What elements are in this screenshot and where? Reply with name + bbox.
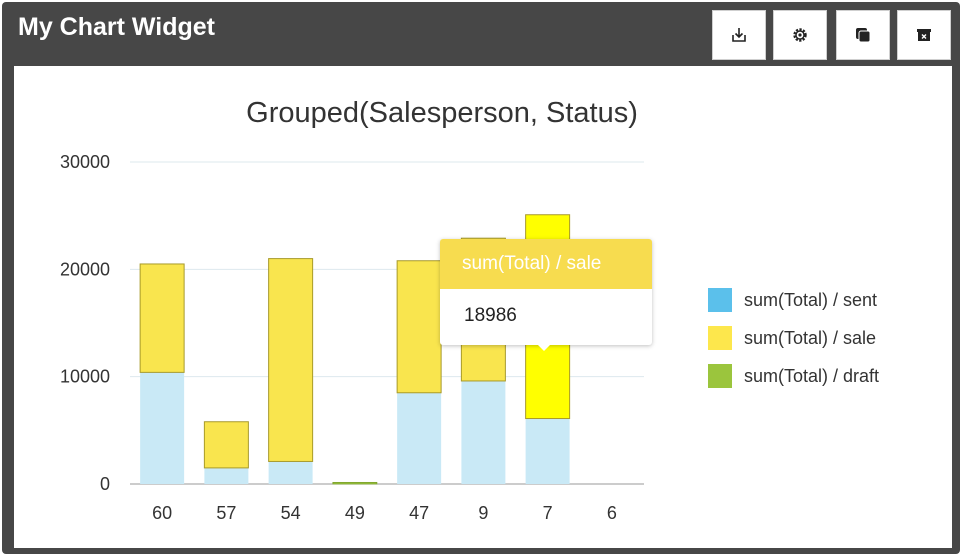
gear-icon: [793, 28, 807, 42]
bar-sent-47[interactable]: [397, 392, 442, 484]
x-tick-label: 47: [409, 503, 429, 523]
delete-button[interactable]: [897, 10, 951, 60]
x-tick-label: 57: [216, 503, 236, 523]
y-tick-label: 30000: [60, 152, 110, 172]
bar-sent-9[interactable]: [461, 380, 506, 484]
legend-swatch-sale: [708, 326, 732, 350]
legend-item-sent[interactable]: sum(Total) / sent: [708, 288, 877, 312]
download-icon: [732, 28, 746, 42]
bar-draft-49[interactable]: [332, 481, 378, 485]
x-tick-label: 6: [607, 503, 617, 523]
legend-swatch-sent: [708, 288, 732, 312]
legend-item-sale[interactable]: sum(Total) / sale: [708, 326, 876, 350]
bar-sent-60[interactable]: [140, 372, 185, 484]
legend-swatch-draft: [708, 364, 732, 388]
chart-title: Grouped(Salesperson, Status): [246, 97, 638, 129]
bar-sale-57[interactable]: [203, 421, 249, 469]
bar-sale-54[interactable]: [268, 258, 314, 462]
legend-item-draft[interactable]: sum(Total) / draft: [708, 364, 879, 388]
legend-label-sent: sum(Total) / sent: [744, 289, 878, 310]
widget-title: My Chart Widget: [18, 13, 215, 41]
bar-sent-57[interactable]: [204, 467, 249, 484]
bar-sale-47[interactable]: [396, 260, 442, 394]
x-tick-label: 54: [281, 503, 301, 523]
tooltip-value: 18986: [464, 305, 517, 326]
duplicate-button[interactable]: [836, 10, 890, 60]
bar-sent-7[interactable]: [525, 418, 570, 484]
x-tick-label: 49: [345, 503, 365, 523]
y-tick-label: 10000: [60, 367, 110, 387]
chart-panel: Grouped(Salesperson, Status) 0 10000 20000…: [14, 66, 952, 548]
archive-delete-icon: [917, 29, 931, 41]
x-tick-label: 9: [478, 503, 488, 523]
legend-label-sale: sum(Total) / sale: [744, 327, 877, 348]
tooltip-arrow: [536, 343, 552, 351]
x-tick-label: 60: [152, 503, 172, 523]
y-tick-label: 20000: [60, 259, 110, 279]
settings-button[interactable]: [773, 10, 827, 60]
copy-icon: [856, 28, 871, 43]
bar-sale-60[interactable]: [139, 263, 185, 373]
bar-sent-54[interactable]: [268, 461, 313, 484]
legend-label-draft: sum(Total) / draft: [744, 365, 880, 386]
download-button[interactable]: [712, 10, 766, 60]
x-tick-label: 7: [543, 503, 553, 523]
tooltip-series-label: sum(Total) / sale: [440, 239, 652, 289]
chart-tooltip: sum(Total) / sale 18986: [440, 239, 652, 351]
y-tick-label: 0: [100, 474, 110, 494]
